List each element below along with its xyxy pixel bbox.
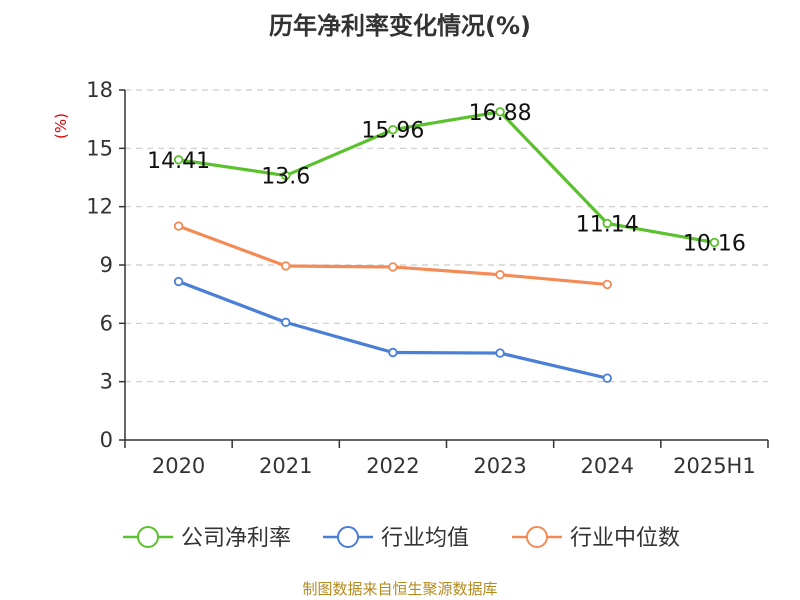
data-label: 14.41 — [147, 149, 210, 174]
legend-label: 行业中位数 — [570, 526, 680, 551]
legend-item[interactable]: 公司净利率 — [123, 526, 291, 551]
y-tick-label: 15 — [86, 136, 113, 160]
data-point[interactable] — [495, 270, 505, 280]
y-tick-label: 3 — [100, 370, 113, 394]
x-tick-label: 2022 — [366, 454, 419, 478]
y-tick-label: 6 — [100, 311, 113, 335]
data-point[interactable] — [602, 373, 612, 383]
data-point[interactable] — [173, 221, 184, 231]
data-point[interactable] — [495, 348, 505, 358]
legend-label: 行业均值 — [381, 526, 469, 551]
grid — [125, 89, 768, 383]
y-tick-label: 18 — [86, 78, 113, 102]
y-axis-unit: (%) — [52, 113, 70, 139]
chart-title: 历年净利率变化情况(%) — [269, 12, 531, 40]
data-label: 16.88 — [469, 101, 532, 126]
data-point[interactable] — [388, 262, 398, 272]
data-labels: 14.41 13.6 15.96 16.88 11.14 10.16 — [147, 101, 746, 257]
data-point[interactable] — [709, 237, 720, 248]
data-point[interactable] — [388, 347, 398, 358]
legend-label: 公司净利率 — [181, 526, 291, 551]
series-line — [178, 224, 608, 287]
legend-marker — [526, 526, 548, 548]
legend-marker — [137, 526, 159, 548]
legend-item[interactable]: 行业均值 — [323, 526, 469, 551]
data-point[interactable] — [281, 317, 291, 328]
data-label: 10.16 — [683, 231, 746, 256]
x-tick-label: 2024 — [581, 454, 634, 478]
data-point[interactable] — [388, 124, 398, 135]
legend[interactable]: 公司净利率 行业均值 行业中位数 — [123, 526, 680, 551]
data-point[interactable] — [495, 107, 505, 117]
data-point[interactable] — [173, 276, 184, 287]
source-text: 制图数据来自恒生聚源数据库 — [302, 580, 497, 598]
data-point[interactable] — [281, 170, 291, 181]
data-label: 11.14 — [576, 212, 639, 237]
series-line — [178, 110, 715, 245]
series — [173, 107, 720, 383]
x-tick-label: 2021 — [259, 454, 312, 478]
data-point[interactable] — [173, 155, 184, 165]
y-tick-label: 9 — [100, 253, 113, 277]
axes: 0 3 6 9 12 15 18 2020 2021 2022 2023 2024 2025H1 — [86, 78, 769, 478]
data-label: 13.6 — [261, 165, 310, 190]
x-tick-label: 2025H1 — [673, 454, 756, 478]
data-point[interactable] — [602, 279, 612, 290]
data-point[interactable] — [602, 218, 612, 229]
x-tick-label: 2023 — [473, 454, 526, 478]
y-tick-label: 0 — [100, 428, 113, 452]
legend-marker — [337, 526, 359, 548]
data-point[interactable] — [281, 261, 291, 271]
data-label: 15.96 — [361, 119, 424, 144]
y-tick-label: 12 — [86, 195, 113, 219]
series-line — [178, 280, 608, 380]
x-tick-label: 2020 — [152, 454, 205, 478]
legend-item[interactable]: 行业中位数 — [512, 526, 680, 551]
